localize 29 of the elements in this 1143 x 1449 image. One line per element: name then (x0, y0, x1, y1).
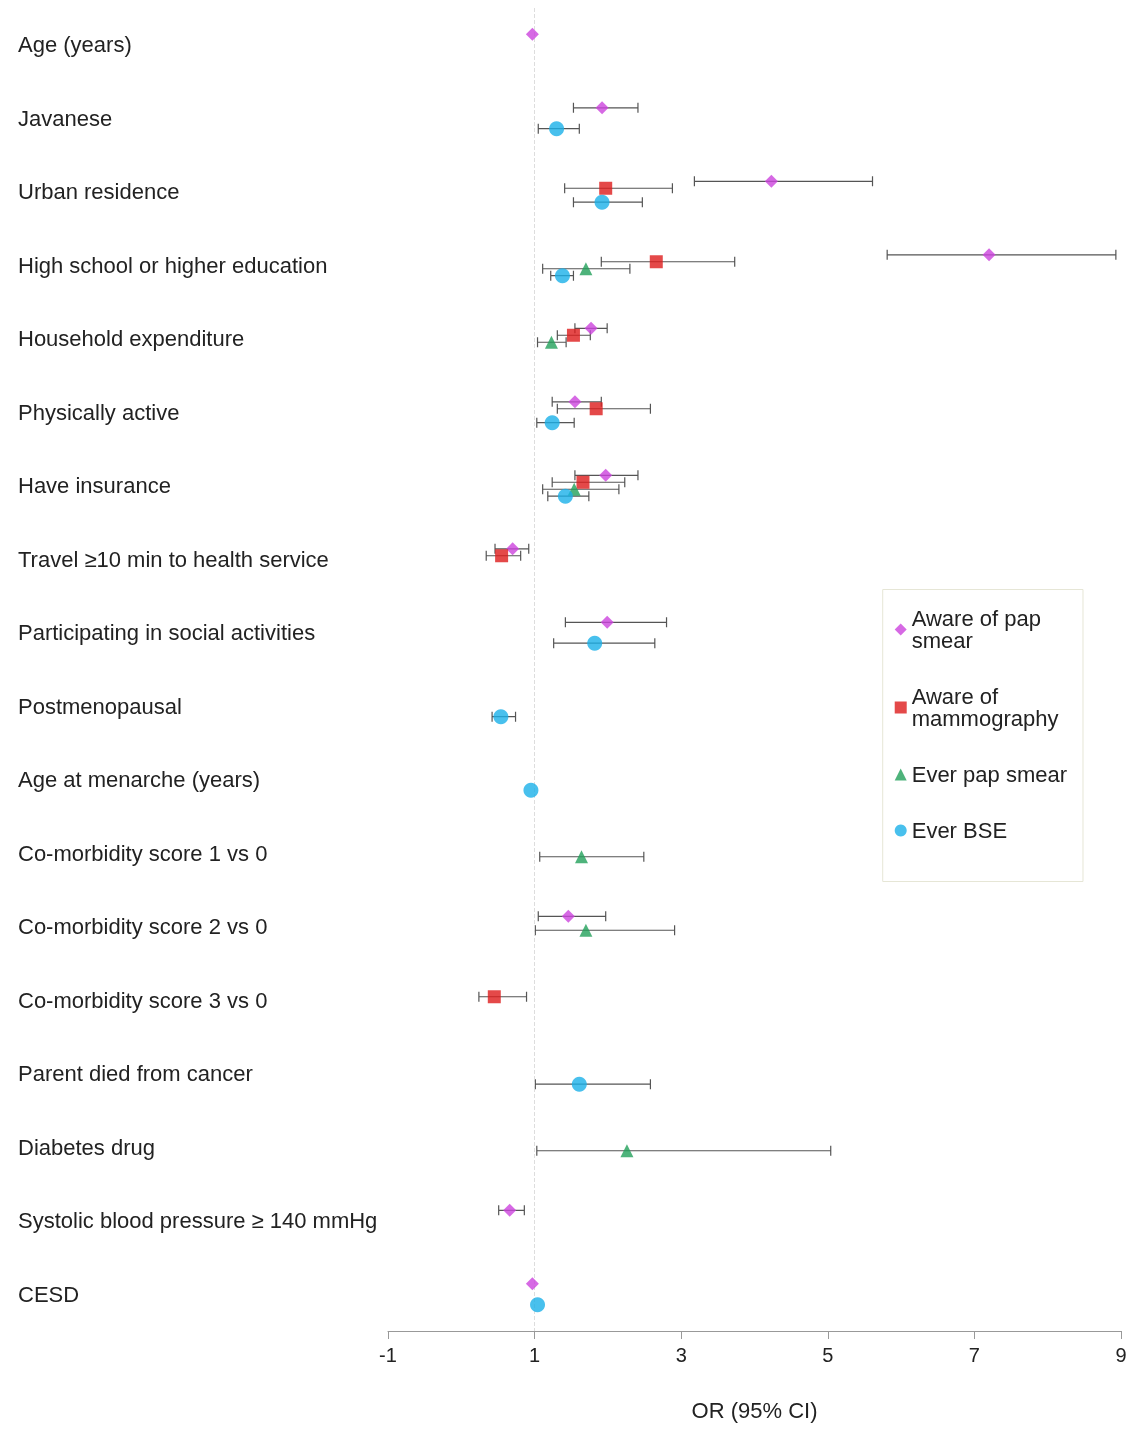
x-tick-label: 1 (529, 1344, 541, 1366)
y-tick-label: CESD (18, 1281, 80, 1307)
x-tick-label: 3 (675, 1344, 687, 1366)
legend-label: Ever pap smear (911, 762, 1068, 787)
y-tick-label: Parent died from cancer (18, 1061, 253, 1087)
x-tick-label: 5 (822, 1344, 834, 1366)
x-axis-title: OR (95% CI) (691, 1397, 818, 1423)
x-tick-label: -1 (379, 1344, 397, 1366)
y-tick-label: Co-morbidity score 3 vs 0 (18, 987, 268, 1013)
y-tick-label: Travel ≥10 min to health service (18, 546, 329, 572)
y-tick-label: Household expenditure (18, 326, 245, 352)
y-tick-label: High school or higher education (18, 252, 328, 278)
y-tick-label: Have insurance (18, 473, 171, 499)
y-tick-label: Age at menarche (years) (18, 767, 261, 793)
y-tick-label: Physically active (18, 399, 180, 425)
legend-label: Ever BSE (911, 818, 1008, 843)
y-tick-label: Age (years) (18, 32, 132, 58)
x-tick-label: 7 (968, 1344, 980, 1366)
y-tick-label: Co-morbidity score 2 vs 0 (18, 914, 268, 940)
y-tick-label: Systolic blood pressure ≥ 140 mmHg (18, 1208, 378, 1234)
y-tick-label: Participating in social activities (18, 620, 316, 646)
y-tick-label: Javanese (18, 105, 113, 131)
y-tick-label: Urban residence (18, 179, 180, 205)
legend-label: Aware of pap smear (911, 606, 1048, 653)
x-tick-label: 9 (1115, 1344, 1127, 1366)
y-tick-label: Postmenopausal (18, 693, 182, 719)
y-tick-label: Co-morbidity score 1 vs 0 (18, 840, 268, 866)
y-tick-label: Diabetes drug (18, 1134, 155, 1160)
legend-label: Aware of mammography (911, 684, 1059, 731)
